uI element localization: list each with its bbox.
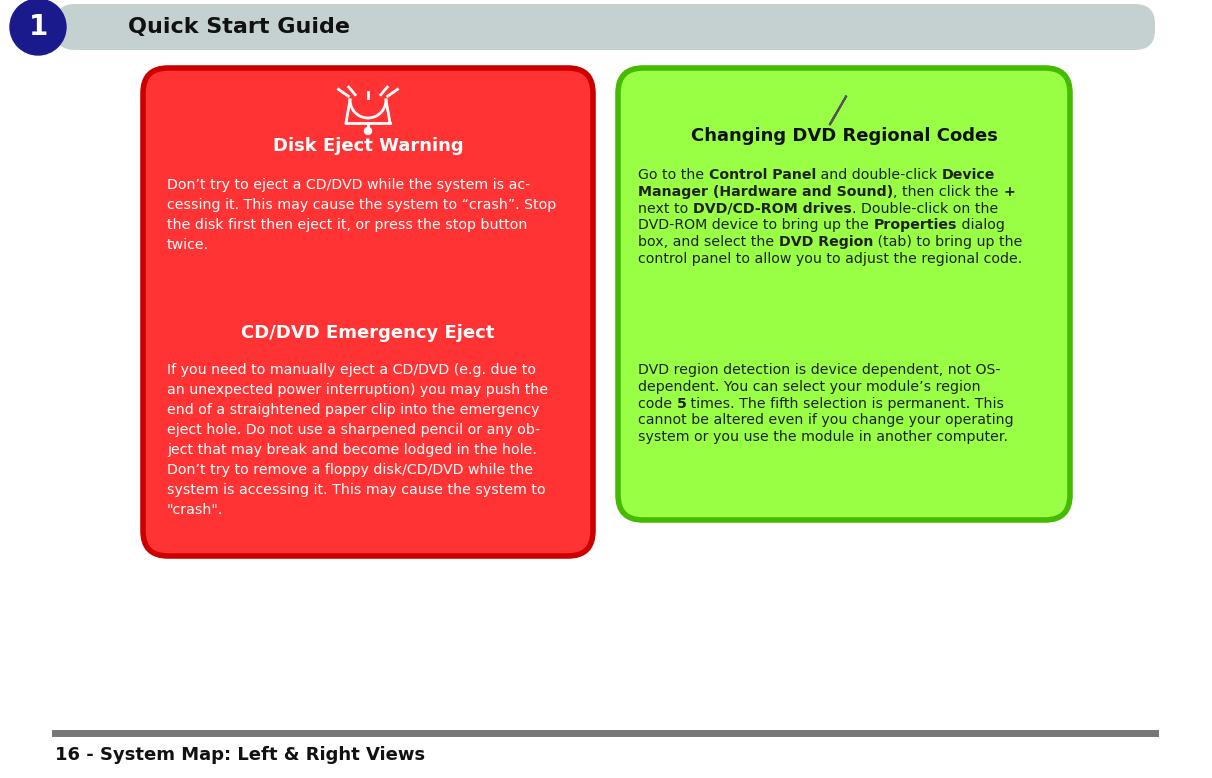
- Text: system or you use the module in another computer.: system or you use the module in another …: [638, 430, 1008, 444]
- Text: Changing DVD Regional Codes: Changing DVD Regional Codes: [691, 127, 997, 145]
- Circle shape: [10, 0, 65, 55]
- Circle shape: [365, 128, 372, 135]
- Text: box, and select the: box, and select the: [638, 235, 778, 249]
- Text: and double-click: and double-click: [816, 168, 942, 182]
- Text: next to: next to: [638, 202, 693, 216]
- FancyBboxPatch shape: [143, 68, 593, 556]
- Text: Manager (Hardware and Sound): Manager (Hardware and Sound): [638, 185, 893, 199]
- Text: control panel to allow you to adjust the regional code.: control panel to allow you to adjust the…: [638, 252, 1022, 266]
- Text: DVD-ROM device to bring up the: DVD-ROM device to bring up the: [638, 219, 874, 233]
- Text: DVD/CD-ROM drives: DVD/CD-ROM drives: [693, 202, 852, 216]
- Text: cannot be altered even if you change your operating: cannot be altered even if you change you…: [638, 413, 1013, 427]
- FancyBboxPatch shape: [618, 68, 1070, 520]
- Text: Device: Device: [942, 168, 995, 182]
- Text: code: code: [638, 397, 676, 411]
- Text: 1: 1: [28, 13, 47, 41]
- Text: Disk Eject Warning: Disk Eject Warning: [273, 137, 463, 155]
- Text: DVD Region: DVD Region: [778, 235, 873, 249]
- Text: 5: 5: [676, 397, 686, 411]
- Text: Go to the: Go to the: [638, 168, 709, 182]
- Text: , then click the: , then click the: [893, 185, 1004, 199]
- Text: +: +: [1004, 185, 1016, 199]
- Text: If you need to manually eject a CD/DVD (e.g. due to
an unexpected power interrup: If you need to manually eject a CD/DVD (…: [167, 363, 548, 517]
- Text: Control Panel: Control Panel: [709, 168, 816, 182]
- Text: DVD region detection is device dependent, not OS-: DVD region detection is device dependent…: [638, 363, 1001, 377]
- Text: Properties: Properties: [874, 219, 956, 233]
- Text: CD/DVD Emergency Eject: CD/DVD Emergency Eject: [241, 324, 494, 342]
- Text: (tab) to bring up the: (tab) to bring up the: [873, 235, 1023, 249]
- Text: dialog: dialog: [956, 219, 1005, 233]
- FancyBboxPatch shape: [55, 4, 1155, 50]
- Text: times. The fifth selection is permanent. This: times. The fifth selection is permanent.…: [686, 397, 1005, 411]
- Text: Don’t try to eject a CD/DVD while the system is ac-
cessing it. This may cause t: Don’t try to eject a CD/DVD while the sy…: [167, 178, 556, 252]
- Text: dependent. You can select your module’s region: dependent. You can select your module’s …: [638, 380, 981, 394]
- Text: 16 - System Map: Left & Right Views: 16 - System Map: Left & Right Views: [55, 746, 425, 764]
- Text: Quick Start Guide: Quick Start Guide: [128, 17, 350, 37]
- Text: . Double-click on the: . Double-click on the: [852, 202, 997, 216]
